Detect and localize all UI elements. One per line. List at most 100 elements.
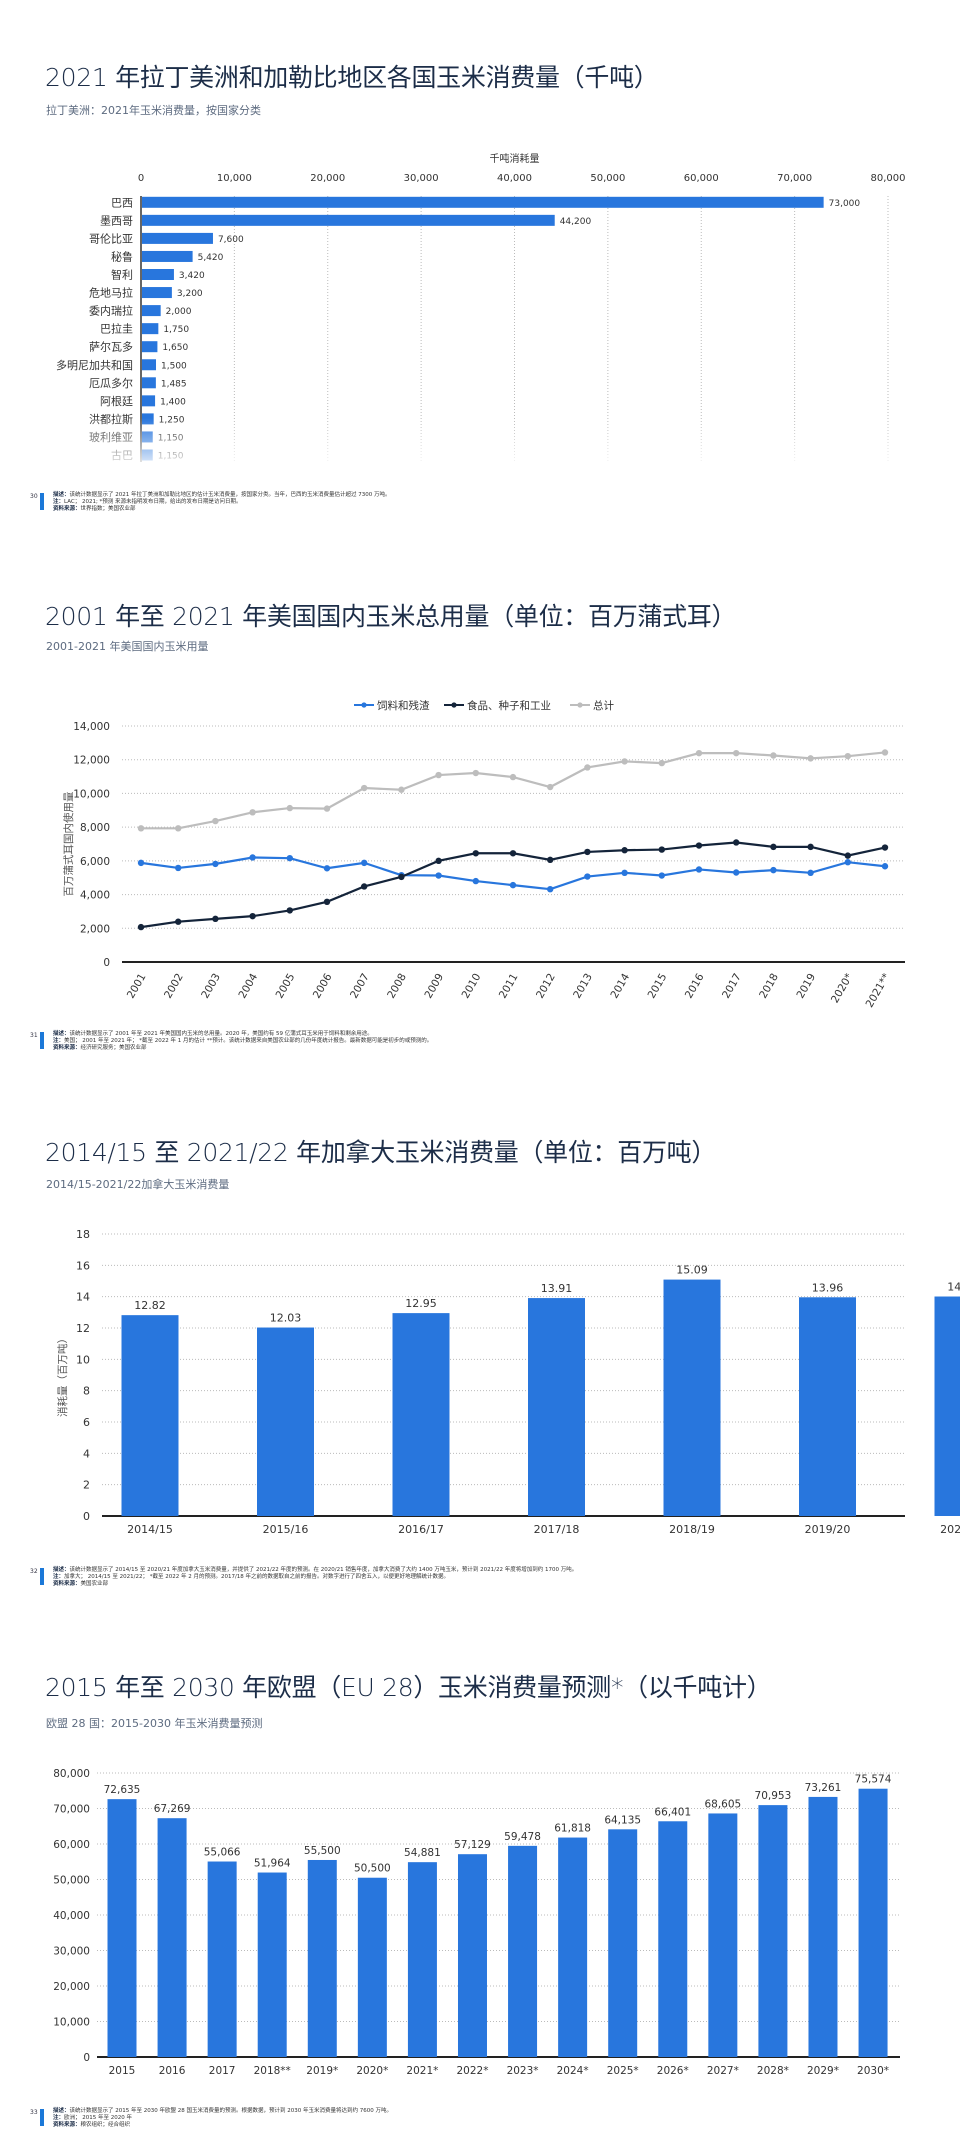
us-line-chart: 0 2,000 4,000 6,000 8,000 10,000 12,000 14,000 百… (62, 699, 905, 1010)
value-label: 57,129 (454, 1839, 491, 1851)
category-label: 多明尼加共和国 (56, 358, 133, 372)
x-tick-label: 10,000 (217, 173, 252, 184)
data-point (509, 850, 517, 857)
data-point (547, 783, 554, 791)
data-point (695, 842, 703, 849)
x-tick-label: 2015/16 (263, 1523, 309, 1536)
category-label: 墨西哥 (100, 214, 133, 227)
value-label: 12.95 (405, 1297, 437, 1310)
data-point (807, 869, 814, 877)
y-tick-label: 6 (83, 1416, 90, 1429)
data-point (398, 873, 405, 881)
data-point (844, 852, 851, 859)
data-point (175, 918, 182, 925)
bar (858, 1788, 888, 2057)
chart-subtitle: 拉丁美洲：2021年玉米消费量，按国家分类 (46, 104, 261, 117)
note-label: 注： (53, 1038, 65, 1044)
value-label: 15.09 (676, 1264, 708, 1277)
y-tick-label: 18 (76, 1228, 90, 1241)
x-tick-label: 2016 (159, 2065, 186, 2077)
data-point (509, 881, 517, 889)
value-label: 70,953 (755, 1790, 792, 1802)
x-tick-label: 50,000 (590, 173, 625, 184)
x-tick-label: 2024* (557, 2065, 589, 2077)
data-point (509, 773, 517, 781)
data-point (323, 865, 331, 872)
bar (142, 395, 156, 407)
desc-text: 该统计数据显示了 2001 年至 2021 年美国国内玉米的总用量。2020 年… (69, 1031, 373, 1037)
data-point (658, 759, 665, 767)
data-point (695, 749, 703, 757)
data-point (435, 872, 442, 879)
note-text: LAC； 2021; *预测 来源未指明发布日期，给出的发布日期是访问日期。 (64, 499, 242, 505)
value-label: 1,400 (160, 397, 186, 407)
accent-bar (40, 1568, 44, 1585)
source-label: 资料来源： (53, 506, 81, 512)
desc-label: 描述： (53, 1567, 70, 1573)
bar (121, 1315, 179, 1516)
bar (799, 1297, 856, 1516)
value-label: 3,200 (177, 289, 203, 299)
value-label: 72,635 (104, 1784, 141, 1796)
y-tick-label: 0 (83, 2052, 90, 2064)
bar (663, 1279, 721, 1516)
x-tick-label: 70,000 (777, 173, 812, 184)
bar (307, 1859, 337, 2057)
value-label: 12.03 (270, 1312, 302, 1325)
note-label: 注： (53, 2115, 65, 2121)
y-tick-label: 4 (83, 1447, 90, 1460)
data-point (361, 859, 368, 867)
data-point (472, 877, 479, 885)
category-label: 巴拉圭 (100, 322, 133, 336)
data-point (881, 844, 889, 851)
x-tick-label: 80,000 (871, 173, 906, 184)
bar (142, 305, 161, 317)
data-point (212, 915, 219, 923)
chart-title: 2015 年至 2030 年欧盟（EU 28）玉米消费量预测*（以千吨计） (45, 1673, 772, 1702)
value-label: 5,420 (198, 253, 224, 263)
bar (528, 1298, 585, 1516)
bar (142, 214, 555, 226)
value-label: 13.91 (541, 1282, 573, 1295)
footnote: 30 描述：该统计数据显示了 2021 年拉丁美洲和加勒比地区的估计玉米消费量，… (0, 492, 960, 523)
x-tick-label: 2018** (254, 2065, 291, 2077)
data-point (323, 805, 331, 812)
data-point (323, 898, 331, 906)
data-point (621, 758, 628, 765)
legend-marker (577, 702, 583, 708)
y-tick-label: 40,000 (53, 1910, 90, 1922)
x-axis-title: 千吨消耗量 (490, 152, 540, 165)
source-text: 经济研究服务；美国农业部 (80, 1045, 147, 1051)
y-tick-label: 6,000 (80, 856, 110, 868)
data-point (398, 786, 405, 793)
y-tick-label: 4,000 (80, 890, 110, 902)
bar (142, 377, 156, 389)
value-label: 44,200 (560, 217, 592, 227)
data-point (584, 873, 591, 880)
data-point (361, 883, 368, 890)
chart-title: 2014/15 至 2021/22 年加拿大玉米消费量（单位：百万吨） (45, 1138, 717, 1167)
y-tick-label: 20,000 (53, 1981, 90, 1993)
bar (157, 1818, 187, 2057)
y-tick-label: 30,000 (53, 1946, 90, 1958)
desc-label: 描述： (53, 1031, 70, 1037)
desc-text: 该统计数据显示了 2015 年至 2030 年欧盟 28 国玉米消费量的预测。根… (69, 2108, 392, 2114)
category-label: 萨尔瓦多 (89, 340, 133, 354)
accent-bar (40, 2109, 44, 2126)
value-label: 54,881 (404, 1847, 441, 1859)
data-point (658, 872, 665, 879)
x-tick-label: 0 (138, 173, 144, 184)
bar (107, 1799, 137, 2057)
data-point (844, 752, 851, 760)
data-point (212, 817, 219, 825)
y-tick-label: 50,000 (53, 1875, 90, 1887)
source-text: 美国农业部 (80, 1581, 109, 1587)
value-label: 66,401 (654, 1806, 691, 1818)
data-point (881, 749, 889, 756)
canada-bar-chart: 0 2 4 6 8 10 12 14 16 18 消耗量（百万吨） 12.82 2014/15 12.03… (56, 1228, 960, 1536)
data-point (770, 843, 777, 851)
data-point (249, 809, 256, 816)
value-label: 55,500 (304, 1845, 341, 1857)
x-tick-label: 2023* (507, 2065, 539, 2077)
page-number: 30 (30, 493, 38, 500)
